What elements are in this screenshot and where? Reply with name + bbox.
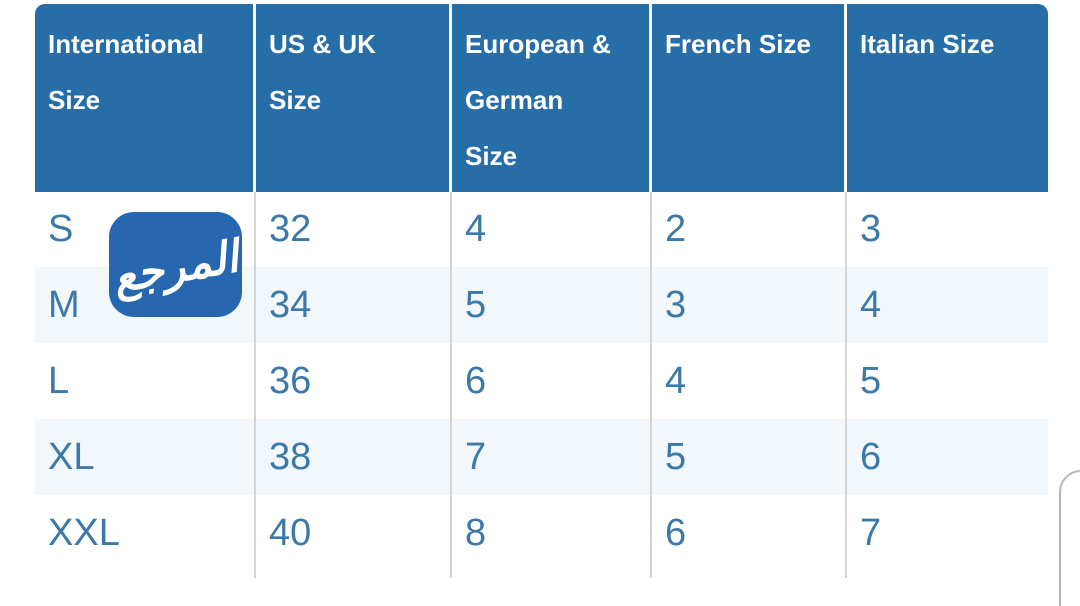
almarjaa-logo-icon: المرجع	[109, 212, 248, 317]
table-cell	[652, 571, 847, 578]
table-cell: 36	[256, 343, 452, 419]
table-cell: XL	[35, 419, 256, 495]
table-cell: 6	[452, 343, 652, 419]
table-cell: 6	[847, 419, 1048, 495]
column-header-french-size: French Size	[652, 4, 847, 192]
table-cell: 5	[652, 419, 847, 495]
table-cell	[452, 571, 652, 578]
column-header-italian-size: Italian Size	[847, 4, 1048, 192]
table-cell: L	[35, 343, 256, 419]
table-cell: 4	[652, 343, 847, 419]
column-header-european-german-size: European & German Size	[452, 4, 652, 192]
table-cell: 6	[652, 495, 847, 571]
table-cell: 5	[847, 343, 1048, 419]
table-cell: 3	[847, 192, 1048, 267]
table-cell: XXL	[35, 495, 256, 571]
table-cell: 7	[847, 495, 1048, 571]
table-cell: 4	[847, 267, 1048, 343]
table-cell: 40	[256, 495, 452, 571]
table-cell: 34	[256, 267, 452, 343]
table-cell: 3	[652, 267, 847, 343]
table-cell: 7	[452, 419, 652, 495]
size-conversion-table: International Size US & UK Size European…	[35, 4, 1048, 578]
table-cell	[35, 571, 256, 578]
table-cell: 2	[652, 192, 847, 267]
column-header-international-size: International Size	[35, 4, 256, 192]
table-cell: 5	[452, 267, 652, 343]
corner-widget[interactable]	[1059, 470, 1080, 606]
table-cell	[256, 571, 452, 578]
table-cell	[847, 571, 1048, 578]
column-header-us-uk-size: US & UK Size	[256, 4, 452, 192]
table-cell: 8	[452, 495, 652, 571]
almarjaa-logo: المرجع	[109, 212, 248, 317]
table-cell: 4	[452, 192, 652, 267]
table-cell: 38	[256, 419, 452, 495]
table-cell: 32	[256, 192, 452, 267]
